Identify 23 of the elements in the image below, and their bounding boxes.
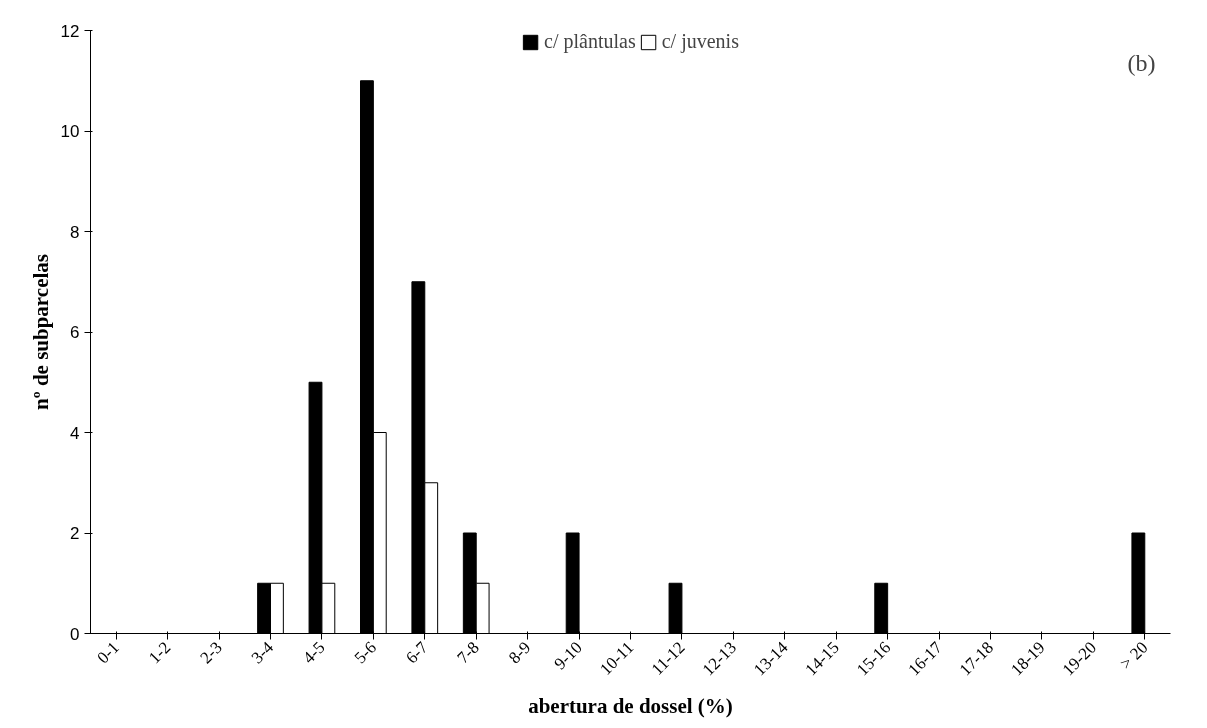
x-tick-label: 2-3 bbox=[196, 637, 226, 668]
y-tick-label: 6 bbox=[70, 323, 80, 342]
x-tick-label: 5-6 bbox=[350, 637, 381, 668]
y-tick-label: 8 bbox=[70, 222, 80, 242]
x-tick-label: 4-5 bbox=[299, 637, 329, 668]
x-tick-label: > 20 bbox=[1116, 637, 1152, 674]
y-tick-label: 4 bbox=[70, 423, 80, 443]
y-tick-label: 10 bbox=[60, 122, 80, 141]
y-axis-title: nº de subparcelas bbox=[28, 254, 53, 410]
x-axis-title: abertura de dossel (%) bbox=[528, 693, 733, 718]
annotation: (b) bbox=[1127, 49, 1156, 76]
x-tick-label: 8-9 bbox=[504, 637, 535, 668]
y-tick-label: 0 bbox=[70, 624, 80, 644]
x-tick-label: 9-10 bbox=[550, 637, 586, 674]
y-tick-label: 12 bbox=[60, 21, 80, 41]
legend-label: c/ plântulas bbox=[544, 30, 636, 53]
x-tick-label: 1-2 bbox=[144, 637, 175, 668]
y-tick-label: 2 bbox=[70, 524, 80, 543]
x-tick-label: 0-1 bbox=[93, 637, 123, 668]
legend-label: c/ juvenis bbox=[661, 30, 739, 53]
x-tick-label: 7-8 bbox=[453, 637, 483, 668]
x-tick-label: 6-7 bbox=[402, 637, 432, 668]
x-tick-label: 3-4 bbox=[247, 637, 278, 668]
